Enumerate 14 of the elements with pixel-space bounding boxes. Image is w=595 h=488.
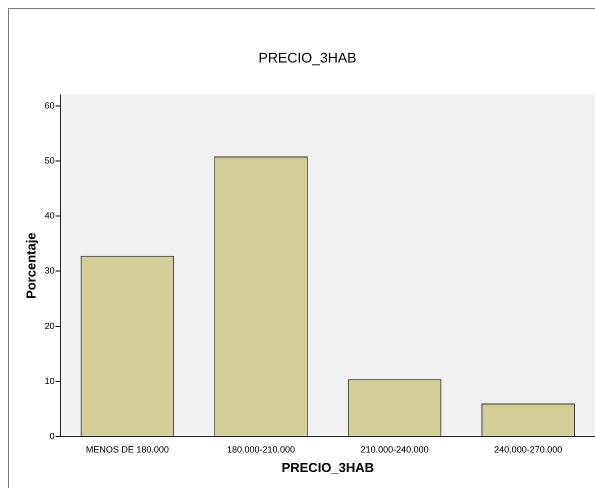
y-tick-label: 0: [50, 431, 55, 442]
y-tick-label: 40: [44, 210, 55, 221]
y-tick-label: 60: [44, 100, 55, 110]
x-tick-label: 210.000-240.000: [360, 444, 429, 454]
x-axis-title: PRECIO_3HAB: [282, 460, 374, 475]
y-axis-title: Porcentaje: [23, 232, 38, 299]
y-tick-label: 20: [44, 320, 55, 331]
y-tick-label: 50: [44, 155, 55, 166]
x-tick-label: 180.000-210.000: [226, 444, 296, 454]
x-tick-label: MENOS DE 180.000: [86, 444, 169, 454]
x-tick-label: 240.000-270.000: [494, 444, 562, 454]
y-tick-label: 10: [44, 376, 55, 386]
y-tick-label: 30: [44, 266, 55, 276]
chart-title: PRECIO_3HAB: [258, 49, 357, 66]
